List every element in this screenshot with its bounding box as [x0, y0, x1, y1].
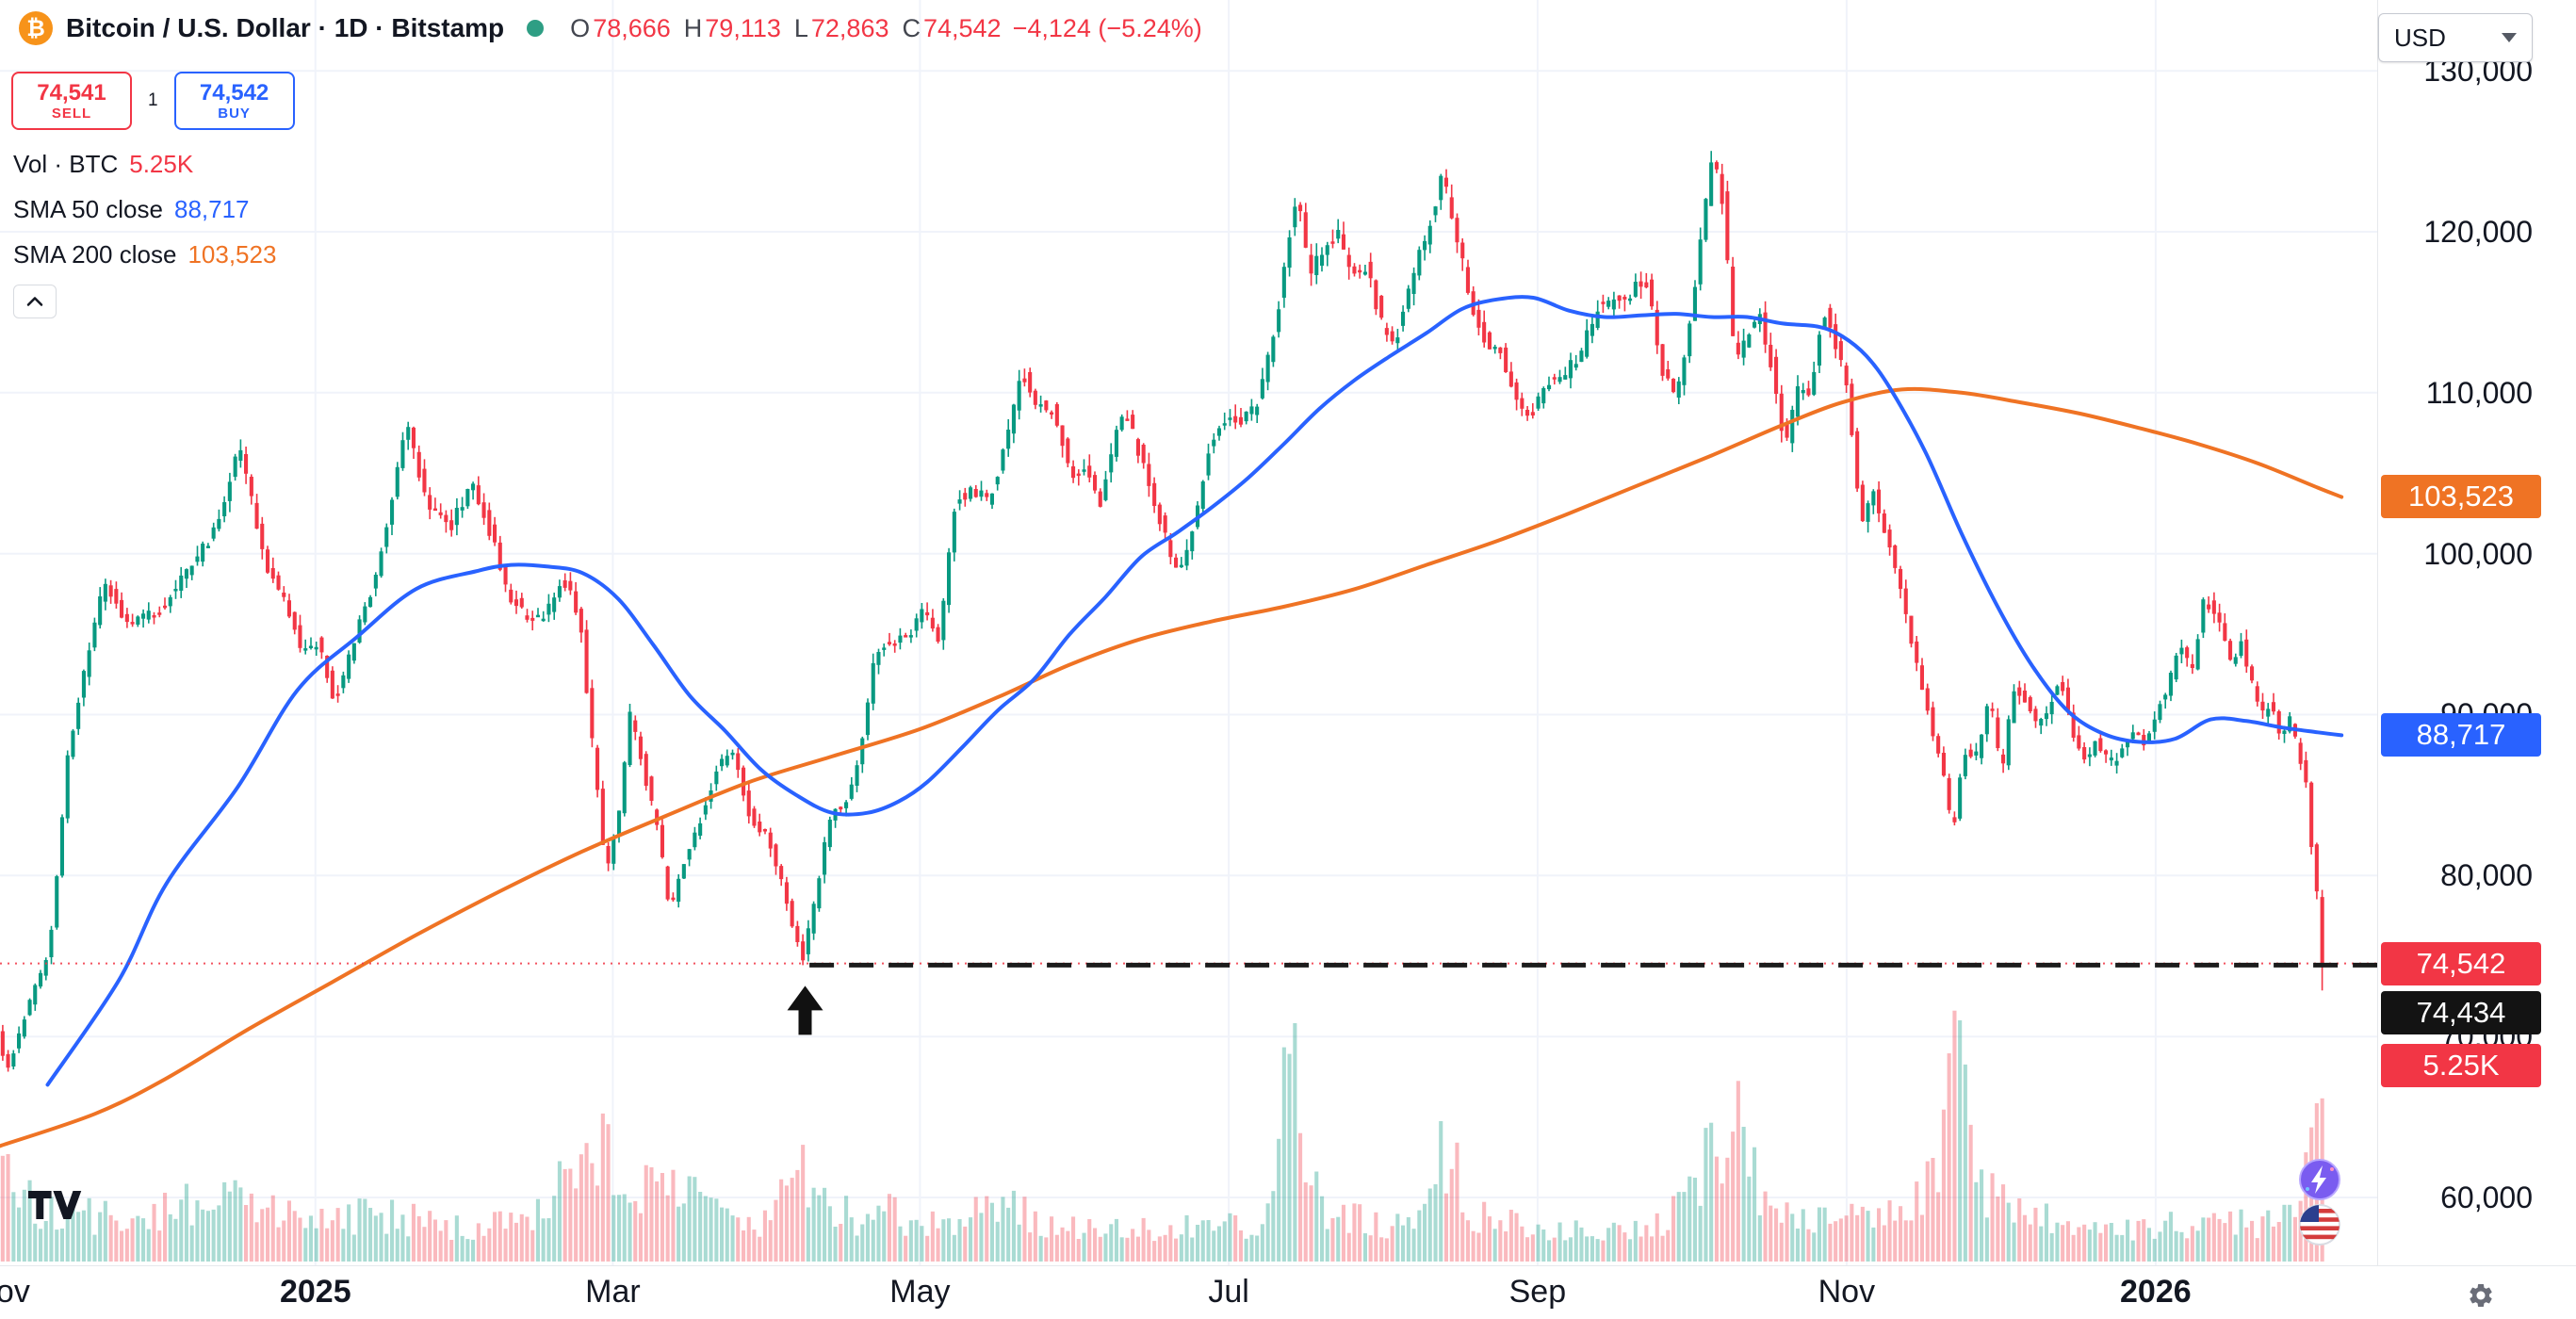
symbol-title[interactable]: Bitcoin / U.S. Dollar · 1D · Bitstamp: [66, 13, 505, 42]
level-badge: 74,434: [2381, 990, 2541, 1034]
tradingview-logo-icon: [28, 1191, 82, 1219]
sma200-value: 103,523: [187, 239, 277, 269]
open-label: O: [570, 13, 591, 42]
time-axis[interactable]: ov 2025 Mar May Jul Sep Nov 2026: [0, 1265, 2576, 1319]
buy-button[interactable]: 74,542 BUY: [173, 72, 295, 130]
time-label-2025: 2025: [279, 1274, 351, 1310]
collapse-legend-button[interactable]: [13, 285, 57, 318]
low-label: L: [793, 13, 808, 42]
volume-badge: 5.25K: [2381, 1043, 2541, 1087]
price-tick: 100,000: [2423, 536, 2533, 571]
price-axis[interactable]: 130,000120,000110,000100,00090,00080,000…: [2377, 0, 2576, 1265]
event-icons: [2297, 1157, 2342, 1247]
us-flag-economic-event-icon[interactable]: [2297, 1202, 2342, 1247]
gear-icon: [2470, 1284, 2492, 1307]
time-label-ov: ov: [0, 1274, 30, 1310]
price-tick: 60,000: [2440, 1180, 2533, 1214]
high-value: 79,113: [705, 13, 781, 42]
time-label-Nov: Nov: [1818, 1274, 1876, 1310]
axis-settings-button[interactable]: [2467, 1281, 2495, 1310]
tradingview-logo[interactable]: [28, 1191, 83, 1224]
up-arrow-marker: [787, 985, 823, 1035]
change-value: −4,124 (−5.24%): [1012, 13, 1202, 42]
close-label: C: [902, 13, 921, 42]
ohlc-readout: O 78,666 H 79,113 L 72,863 C 74,542 −4,124 (…: [557, 14, 1202, 43]
trade-panel: 74,541 SELL 1 74,542 BUY: [11, 72, 295, 130]
buy-label: BUY: [218, 105, 251, 122]
price-tick: 80,000: [2440, 858, 2533, 893]
time-label-May: May: [889, 1274, 951, 1310]
low-value: 72,863: [810, 13, 889, 42]
sma200-badge: 103,523: [2381, 475, 2541, 519]
currency-value: USD: [2394, 23, 2446, 52]
symbol-header: ₿ Bitcoin / U.S. Dollar · 1D · Bitstamp …: [19, 11, 1202, 45]
time-label-Jul: Jul: [1208, 1274, 1249, 1310]
time-label-2026: 2026: [2120, 1274, 2192, 1310]
sell-label: SELL: [51, 105, 92, 122]
sma50-value: 88,717: [173, 194, 250, 223]
bitcoin-icon: ₿: [19, 11, 53, 45]
sma200-label: SMA 200 close: [13, 239, 177, 269]
chevron-up-icon: [26, 297, 43, 306]
sell-price: 74,541: [37, 79, 106, 106]
time-label-Sep: Sep: [1508, 1274, 1567, 1310]
market-status-icon[interactable]: [527, 20, 545, 37]
open-value: 78,666: [593, 13, 671, 42]
currency-dropdown[interactable]: USD: [2378, 13, 2533, 62]
indicator-legend: Vol · BTC 5.25K SMA 50 close 88,717 SMA …: [13, 141, 276, 277]
sma200-legend-row[interactable]: SMA 200 close 103,523: [13, 232, 276, 277]
volume-label: Vol · BTC: [13, 149, 119, 178]
close-value: 74,542: [922, 13, 1002, 42]
buy-price: 74,542: [199, 79, 269, 106]
price-tick: 120,000: [2423, 214, 2533, 249]
spread-value: 1: [143, 90, 163, 112]
price-tick: 110,000: [2425, 375, 2533, 410]
price-chart-canvas[interactable]: [0, 0, 2377, 1265]
lightning-event-icon[interactable]: [2297, 1157, 2342, 1202]
high-label: H: [683, 13, 703, 42]
volume-value: 5.25K: [129, 149, 194, 178]
sma50-badge: 88,717: [2381, 713, 2541, 757]
last-price-badge: 74,542: [2381, 941, 2541, 985]
time-label-Mar: Mar: [585, 1274, 641, 1310]
sma50-legend-row[interactable]: SMA 50 close 88,717: [13, 187, 276, 232]
volume-legend-row[interactable]: Vol · BTC 5.25K: [13, 141, 276, 187]
sell-button[interactable]: 74,541 SELL: [11, 72, 132, 130]
chevron-down-icon: [2502, 33, 2517, 42]
sma50-label: SMA 50 close: [13, 194, 163, 223]
